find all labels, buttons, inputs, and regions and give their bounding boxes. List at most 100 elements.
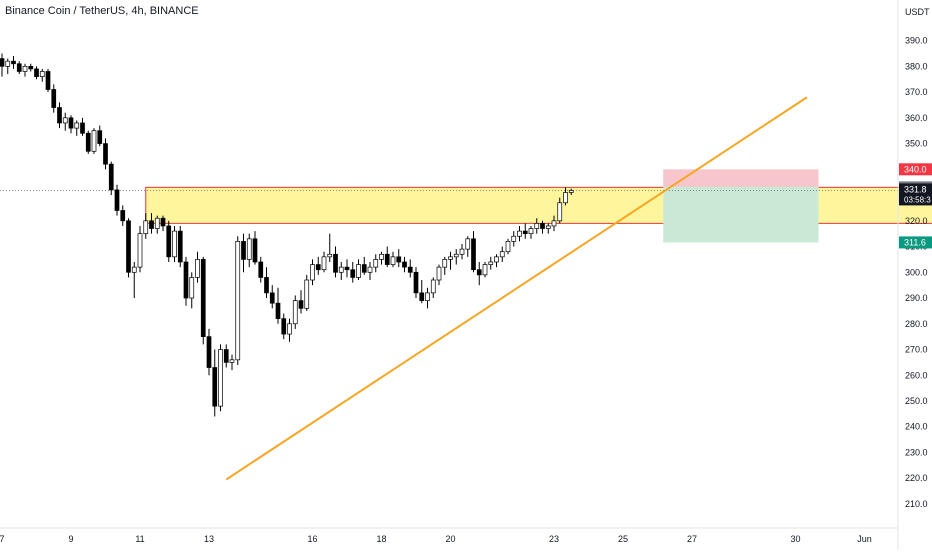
candle [568, 188, 574, 196]
candle [482, 261, 488, 278]
candle [361, 256, 367, 275]
candle [269, 285, 275, 309]
candle-body-up [494, 256, 499, 263]
y-tick-label: 320.0 [905, 216, 928, 226]
candle [120, 205, 126, 226]
y-tick-label: 260.0 [905, 370, 928, 380]
candle [246, 233, 252, 268]
candle [114, 184, 120, 216]
candle [223, 344, 229, 368]
candle [264, 267, 269, 299]
candle-body-down [166, 225, 172, 258]
candle-body-up [425, 292, 430, 301]
candle-body-down [120, 210, 126, 222]
trendline[interactable] [225, 96, 808, 481]
target-box[interactable] [663, 186, 819, 243]
candle [200, 256, 206, 345]
x-tick-label: 27 [687, 534, 697, 544]
candle-body-up [74, 122, 80, 129]
candle [74, 120, 80, 136]
candle [494, 254, 499, 268]
candle [229, 354, 235, 371]
zones-layer [0, 169, 932, 243]
stop-box[interactable] [663, 169, 819, 187]
candle-body-down [16, 63, 22, 72]
candle-body-up [5, 60, 11, 67]
candle-body-up [218, 349, 223, 407]
candle-body-up [517, 230, 522, 237]
x-tick-label: 16 [307, 534, 317, 544]
candle [160, 215, 166, 232]
candle-body-up [557, 202, 563, 222]
x-tick-label: 23 [549, 534, 559, 544]
candle [166, 220, 172, 262]
x-tick-label: 13 [204, 534, 214, 544]
y-tick-label: 290.0 [905, 293, 928, 303]
candle [499, 246, 505, 262]
candle-body-down [396, 256, 402, 263]
candle-body-up [505, 241, 511, 253]
candle [143, 213, 149, 239]
x-tick-label: 20 [445, 534, 455, 544]
candle-body-up [430, 279, 436, 294]
candle [425, 287, 430, 309]
candle [563, 187, 568, 206]
candle-body-down [206, 336, 212, 368]
candle [241, 233, 246, 273]
candle [218, 344, 223, 412]
candle [321, 251, 327, 273]
candle [344, 259, 350, 278]
candle [373, 254, 379, 273]
candle-body-up [310, 264, 315, 281]
candle-body-down [34, 68, 39, 77]
candle [103, 138, 108, 170]
candle-body-down [85, 132, 91, 152]
candle-body-up [195, 259, 200, 278]
candle-body-up [568, 190, 574, 193]
price-label-box [899, 236, 932, 249]
candle [407, 259, 413, 278]
candle [195, 251, 200, 283]
candle [511, 231, 517, 247]
candle [488, 256, 494, 270]
candle [80, 117, 85, 136]
candle [367, 261, 373, 281]
candle [154, 215, 160, 234]
candle-body-down [419, 292, 425, 301]
candle [390, 251, 396, 268]
candle-body-up [91, 130, 97, 152]
candle-body-up [154, 217, 160, 229]
candle-body-down [149, 220, 154, 229]
candle-body-up [511, 235, 517, 242]
candle [304, 274, 310, 311]
price-label-value: 331.8 [904, 184, 927, 194]
candle-body-up [465, 238, 471, 250]
candle-body-down [281, 318, 287, 335]
x-tick-label: 30 [790, 534, 800, 544]
candle [471, 231, 476, 273]
candle [528, 225, 534, 239]
candle-body-up [292, 300, 298, 325]
time-axis: 7 9 11 13 16 18 20 23 25 27 30 Jun [0, 527, 898, 544]
candle [126, 218, 131, 278]
candle-body-down [241, 241, 246, 260]
candle [11, 56, 16, 69]
candle-body-up [545, 225, 551, 229]
candle-body-down [269, 292, 275, 304]
candle-body-up [22, 65, 28, 72]
x-tick-label: 9 [68, 534, 73, 544]
candle-body-up [143, 220, 149, 235]
candle-body-down [57, 107, 62, 124]
candle [310, 259, 315, 286]
candle-body-down [200, 259, 206, 337]
candle-body-down [407, 266, 413, 273]
candle-body-down [522, 230, 528, 235]
candle-body-down [540, 223, 545, 229]
candle [522, 223, 528, 239]
y-tick-label: 380.0 [905, 61, 928, 71]
candle-body-down [384, 253, 390, 265]
candle [28, 63, 34, 72]
candle-body-down [223, 349, 229, 363]
